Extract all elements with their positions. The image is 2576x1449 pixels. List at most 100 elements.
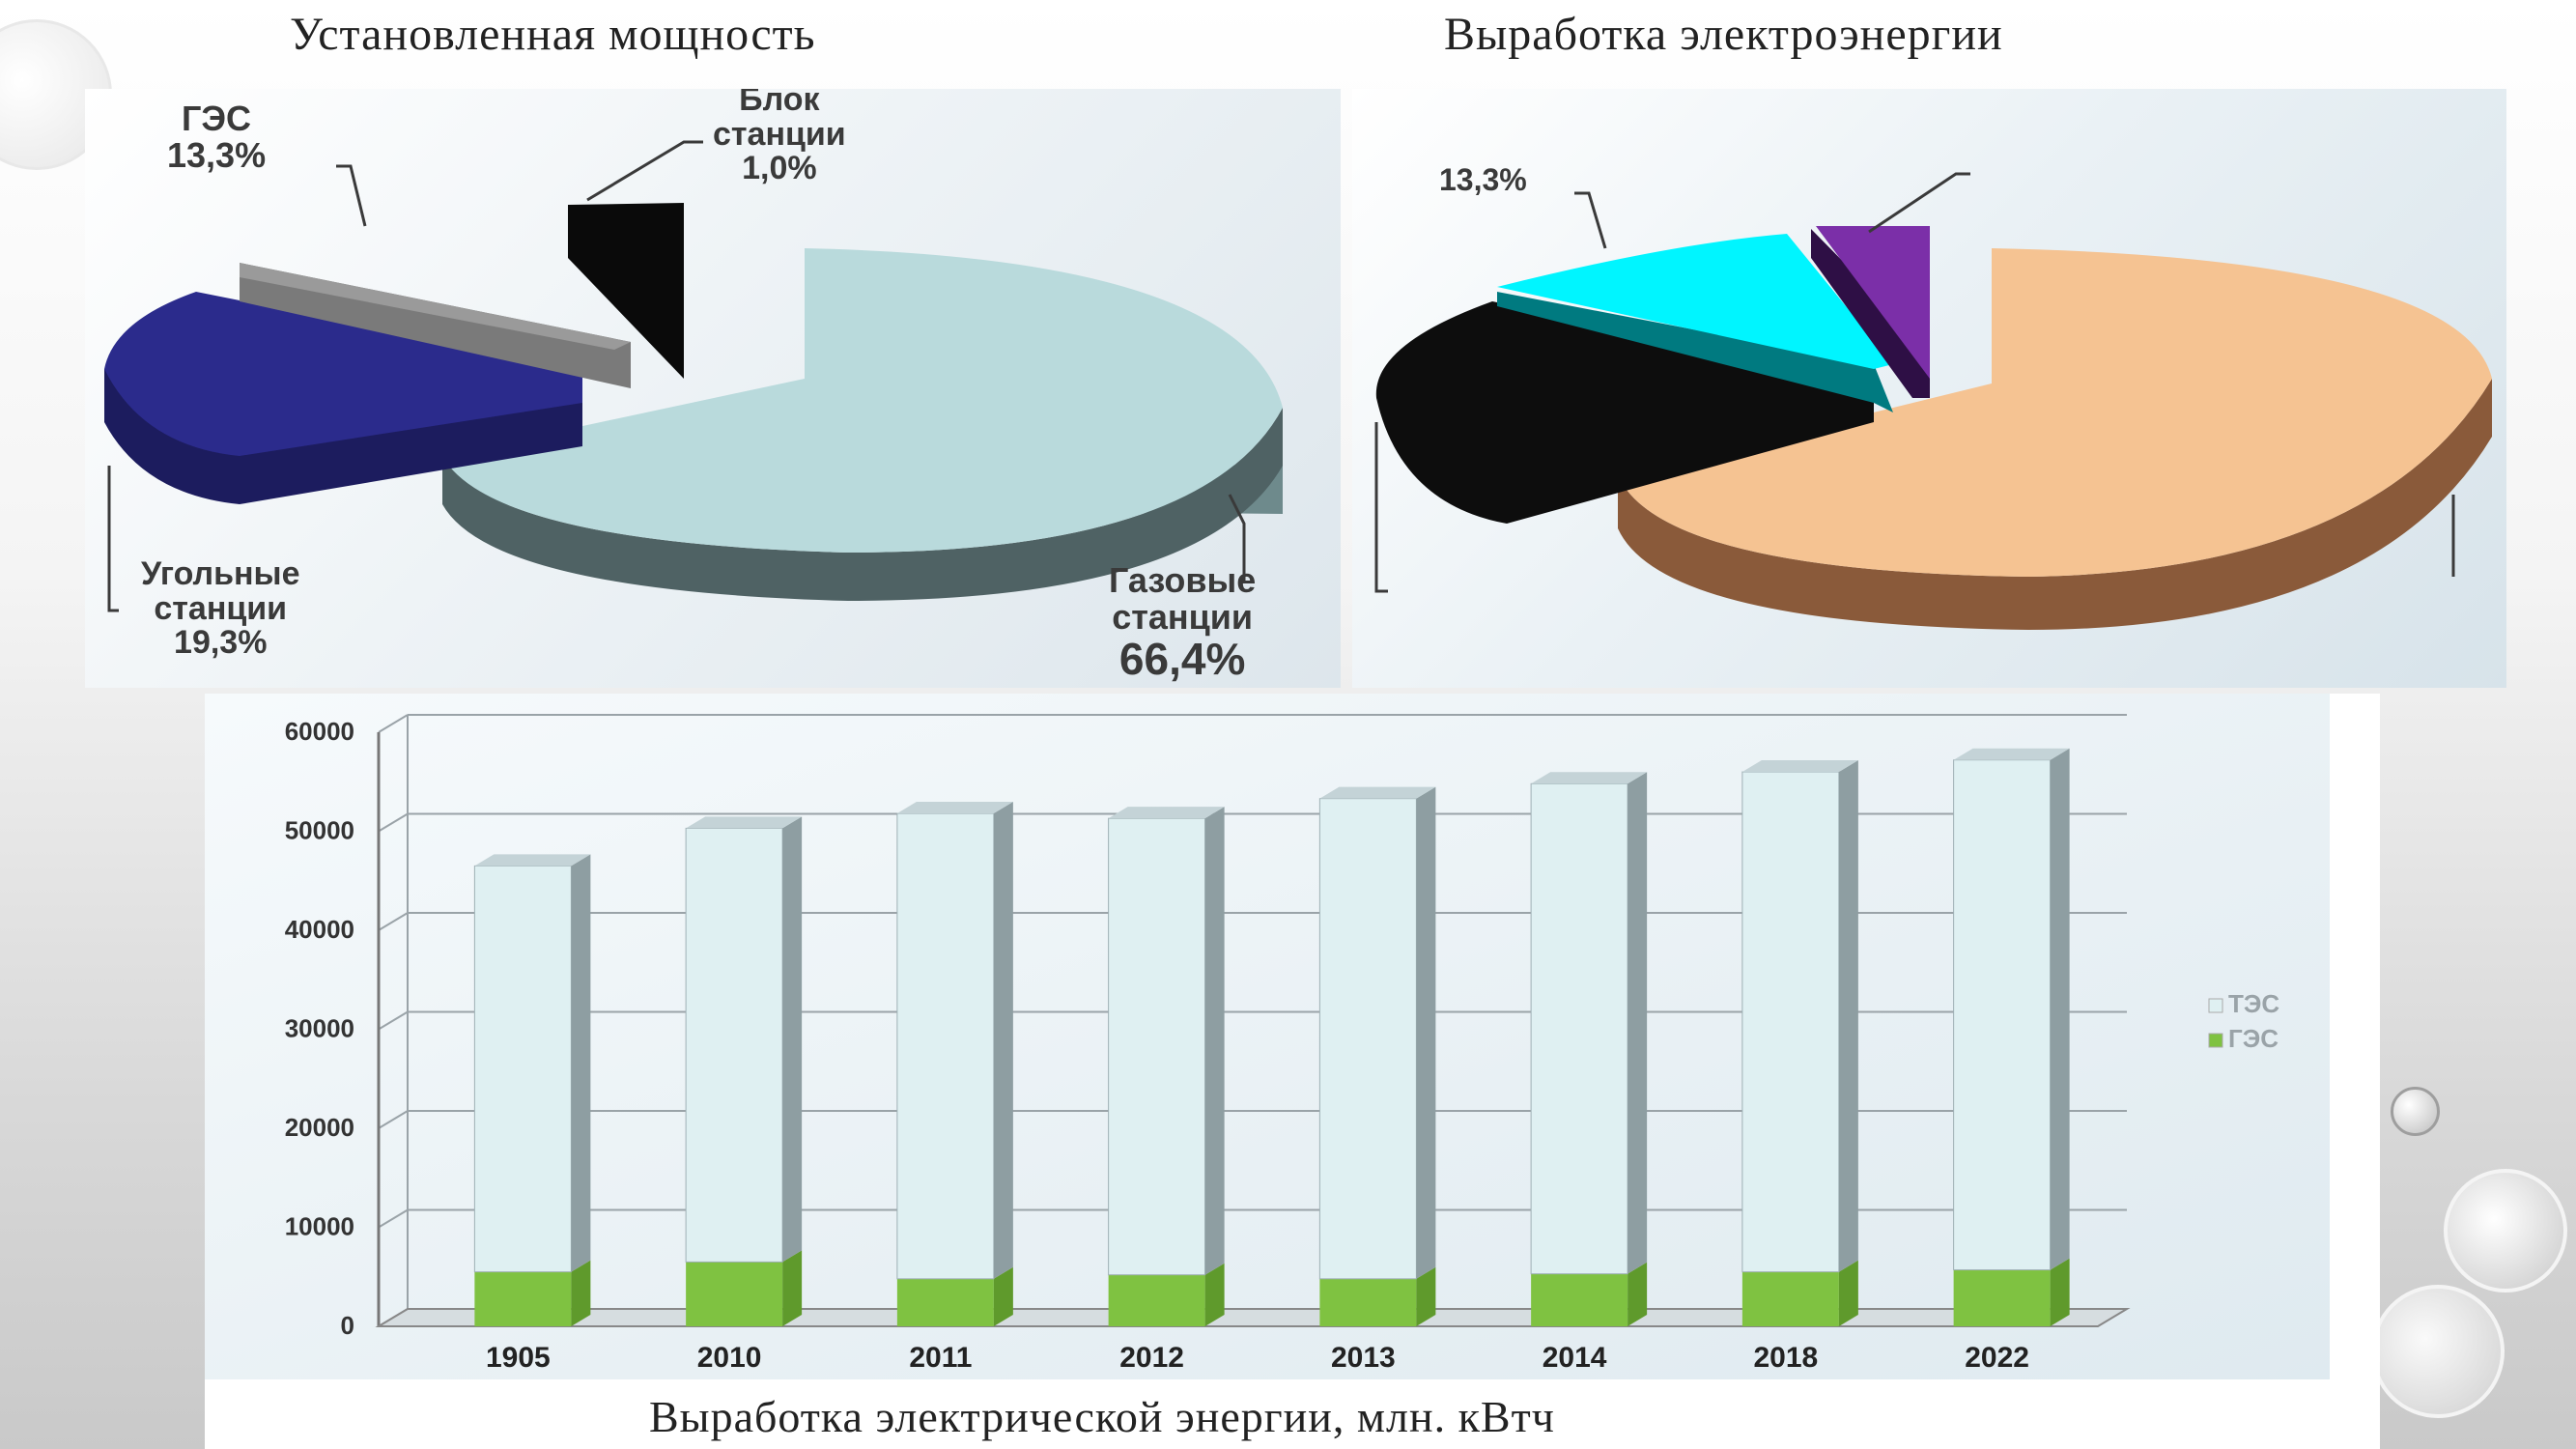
pie2-slice-cyan (1497, 234, 1893, 369)
pie1-svg (104, 140, 1283, 612)
pie1-label-coal: Угольные станции 19,3% (141, 555, 300, 661)
bar-segment-ges (1531, 1273, 1628, 1326)
pie2-title: Выработка электроэнергии (1444, 9, 2003, 60)
bar-segment-tes (1953, 759, 2052, 1271)
bar-segment-ges (1319, 1278, 1417, 1326)
bar-chart-title: Выработка электрической энергии, млн. кВ… (649, 1392, 1555, 1441)
bar-segment-ges-side (1628, 1262, 1648, 1326)
pie1-slice-blok (568, 203, 684, 379)
legend-swatch (2208, 1033, 2223, 1048)
bar-segment-ges (474, 1271, 572, 1326)
leader-line (1228, 494, 1246, 582)
pie2-slice-purple-side (1811, 229, 1930, 398)
bar-labels: 0 10000 20000 30000 40000 50000 60000 1905 2010 2… (285, 717, 2029, 1374)
x-tick-label: 2012 (1119, 1342, 1184, 1374)
pie1-slice-coal (104, 292, 582, 456)
bar-segment-tes (1318, 798, 1417, 1280)
bar-segment-ges-side (1416, 1266, 1436, 1326)
pie1-slice-gas-rim (442, 408, 1283, 601)
bar-segment-ges-side (2050, 1258, 2070, 1326)
x-tick-label: 1905 (486, 1342, 551, 1374)
chart-floor (375, 1308, 2131, 1327)
bar-segment-tes (1741, 771, 1840, 1273)
pie1-blok-line2: станции (713, 115, 846, 153)
bar-segment-tes-side (1204, 807, 1225, 1275)
bar-segment-tes-side (2050, 748, 2070, 1270)
bar-top (1108, 807, 1225, 819)
bar-segment-tes (1530, 782, 1628, 1275)
decorative-bubble (2391, 1087, 2440, 1136)
bar-segment-ges-side (782, 1250, 803, 1326)
grid-line-diagonal (378, 1010, 409, 1031)
y-tick-label: 60000 (285, 717, 354, 746)
bar-top (474, 854, 591, 867)
bar-chart-panel: 0 10000 20000 30000 40000 50000 60000 1905 2010 2… (205, 694, 2380, 1449)
bar-segment-ges (1741, 1271, 1839, 1326)
bar-segment-tes-side (1628, 772, 1648, 1274)
pie2-slice-cyan-side (1497, 292, 1893, 412)
pie2-cyan-value: 13,3% (1439, 162, 1527, 197)
bar-segment-ges-side (993, 1266, 1013, 1326)
bar-marks (473, 748, 2070, 1326)
bar-chart-svg: 0 10000 20000 30000 40000 50000 60000 1905 2010 2… (205, 694, 2330, 1379)
bar-segment-ges (686, 1262, 783, 1326)
bar-segment-ges (1108, 1274, 1205, 1326)
leader-line (1374, 422, 1388, 593)
pie1-label-ges: ГЭС 13,3% (167, 100, 266, 174)
x-tick-label: 2010 (697, 1342, 762, 1374)
x-tick-label: 2014 (1543, 1342, 1607, 1374)
x-tick-label: 2011 (909, 1342, 972, 1374)
legend-label: ТЭС (2228, 989, 2279, 1018)
bar-top (1319, 786, 1436, 799)
bar-top (896, 802, 1013, 814)
pie2-slice-purple (1816, 226, 1930, 379)
bar-top (1531, 772, 1648, 784)
bar-segment-tes-side (993, 802, 1013, 1279)
bar-segment-tes (896, 812, 995, 1280)
pie2-svg (1374, 172, 2492, 630)
bar-segment-tes (1108, 817, 1206, 1276)
pie1-label-gas: Газовые станции 66,4% (1109, 562, 1256, 682)
pie1-slice-gas (442, 248, 1283, 553)
bar-segment-tes (685, 827, 783, 1263)
bar-segment-tes-side (571, 854, 591, 1272)
bar-segment-tes-side (1416, 786, 1436, 1279)
pie2-label-cyan: 13,3% (1439, 162, 1527, 197)
leader-line (336, 164, 367, 227)
pie1-blok-value: 1,0% (742, 150, 817, 187)
y-tick-label: 20000 (285, 1113, 354, 1142)
pie1-ges-value: 13,3% (167, 134, 267, 175)
leader-line (586, 140, 703, 202)
bar-segment-ges (1953, 1269, 2051, 1326)
pie1-label-blok: Блок станции 1,0% (713, 89, 846, 186)
x-tick-label: 2013 (1331, 1342, 1396, 1374)
legend-label: ГЭС (2228, 1024, 2279, 1053)
bar-axes (375, 715, 2131, 1327)
bar-top (686, 816, 803, 829)
legend-swatch (2208, 998, 2223, 1013)
bar-segment-ges-side (571, 1260, 591, 1326)
bar-legend: ТЭС ГЭС (2208, 989, 2279, 1053)
pie1-slice-ges-top (240, 263, 631, 350)
x-tick-label: 2018 (1754, 1342, 1819, 1374)
bar-segment-tes-side (1838, 760, 1858, 1272)
grid-line-diagonal (378, 1110, 409, 1129)
grid-line-diagonal (378, 912, 409, 931)
grid-line-diagonal (378, 714, 409, 733)
y-tick-label: 30000 (285, 1014, 354, 1043)
bar-segment-ges-side (1204, 1263, 1225, 1326)
pie1-title: Установленная мощность (290, 9, 816, 60)
grid-line-diagonal (378, 1208, 409, 1229)
decorative-bubble (2444, 1169, 2567, 1293)
pie1-coal-line2: станции (154, 589, 288, 627)
pie1-gas-line2: станции (1112, 596, 1254, 637)
leader-line (1868, 172, 1970, 234)
pie1-coal-line1: Угольные (141, 555, 300, 592)
bar-segment-tes-side (782, 816, 803, 1263)
x-tick-label: 2022 (1965, 1342, 2029, 1374)
y-tick-label: 10000 (285, 1212, 354, 1241)
pie2-panel: 13,3% (1352, 89, 2506, 688)
y-tick-label: 40000 (285, 915, 354, 944)
pie1-blok-line1: Блок (739, 89, 820, 118)
pie1-panel: ГЭС 13,3% Блок станции 1,0% Угольные ста… (85, 89, 1341, 688)
